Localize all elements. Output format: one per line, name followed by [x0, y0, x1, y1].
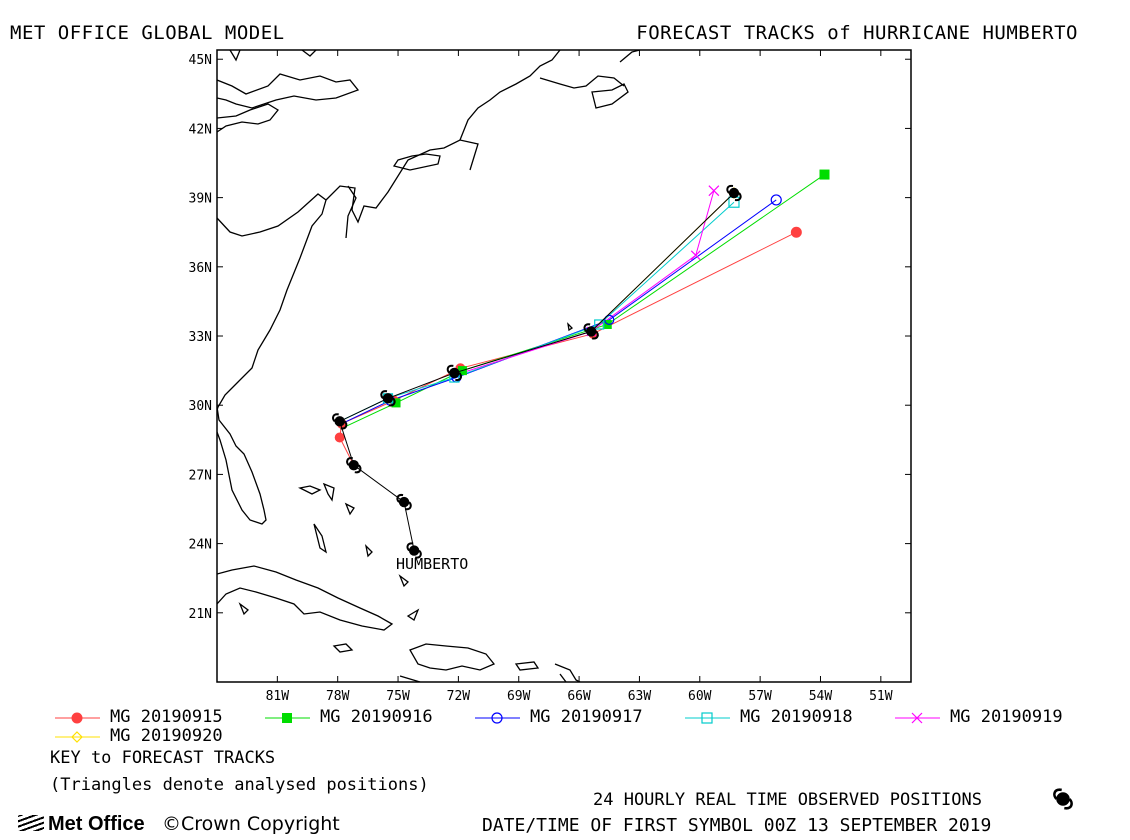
track-line-0 — [339, 231, 797, 466]
lon-tick-label: 66W — [567, 689, 591, 704]
track-line-4 — [454, 190, 715, 376]
lon-tick-label: 72W — [447, 689, 471, 704]
legend-marker-4 — [911, 712, 923, 724]
track-point-2-3 — [604, 314, 615, 325]
forecast-tracks — [334, 169, 830, 466]
map-frame — [216, 49, 912, 683]
legend-row-1 — [0, 708, 1130, 728]
legend-marker-5 — [71, 731, 83, 743]
lon-tick-label: 51W — [869, 689, 893, 704]
observed-position-1 — [396, 493, 412, 511]
lon-tick-label: 81W — [266, 689, 290, 704]
legend-label-5: MG 20190920 — [110, 726, 223, 746]
lon-tick-label: 60W — [688, 689, 712, 704]
lon-tick-label: 54W — [809, 689, 833, 704]
legend-label-0: MG 20190915 — [110, 707, 223, 727]
lat-tick-label: 42N — [189, 122, 212, 137]
lon-tick-label: 75W — [386, 689, 410, 704]
key-note: (Triangles denote analysed positions) — [50, 775, 429, 795]
legend-marker-3 — [701, 712, 713, 724]
logo-text: Met Office — [48, 813, 145, 835]
track-point-4-2 — [690, 250, 701, 261]
track-point-2-4 — [770, 194, 782, 206]
legend-marker-1 — [282, 713, 292, 723]
title-right: FORECAST TRACKS of HURRICANE HUMBERTO — [636, 22, 1078, 44]
lat-tick-label: 30N — [189, 399, 212, 414]
hurricane-symbol-icon — [1053, 788, 1073, 810]
lat-tick-label: 33N — [189, 330, 212, 345]
track-point-0-6 — [790, 226, 802, 238]
legend-marker-2 — [491, 712, 503, 724]
lat-tick-label: 36N — [189, 261, 212, 276]
observed-track-line — [339, 192, 735, 551]
lat-tick-label: 45N — [189, 53, 212, 68]
track-point-0-1 — [334, 432, 345, 443]
track-point-4-3 — [708, 185, 720, 197]
track-line-3 — [339, 201, 735, 422]
legend-label-1: MG 20190916 — [320, 707, 433, 727]
met-office-logo: Met Office — [18, 813, 145, 836]
legend-label-3: MG 20190918 — [740, 707, 853, 727]
lat-tick-label: 21N — [189, 607, 212, 622]
legend-marker-0 — [71, 712, 83, 724]
lon-tick-label: 69W — [507, 689, 531, 704]
legend-label-2: MG 20190917 — [530, 707, 643, 727]
key-title: KEY to FORECAST TRACKS — [50, 748, 276, 768]
legend-row-2 — [0, 727, 1130, 747]
lat-tick-label: 27N — [189, 468, 212, 483]
title-left: MET OFFICE GLOBAL MODEL — [10, 22, 285, 44]
lon-tick-label: 78W — [326, 689, 350, 704]
observed-positions-note: 24 HOURLY REAL TIME OBSERVED POSITIONS — [593, 790, 982, 810]
observed-positions — [332, 184, 742, 559]
lon-tick-label: 57W — [748, 689, 772, 704]
coastline — [217, 50, 641, 682]
legend-label-4: MG 20190919 — [950, 707, 1063, 727]
storm-name-label: HUMBERTO — [396, 555, 468, 573]
track-point-3-3 — [594, 319, 605, 330]
lon-tick-label: 63W — [628, 689, 652, 704]
lat-lon-ticks: 45N 42N 39N 36N 33N 30N 27N 24N 21N 81W 78W 75W 72W 6… — [189, 50, 911, 704]
lat-tick-label: 39N — [189, 192, 212, 207]
first-symbol-note: DATE/TIME OF FIRST SYMBOL 00Z 13 SEPTEMB… — [482, 815, 992, 836]
copyright-text: ©Crown Copyright — [162, 813, 340, 835]
observed-position-2 — [346, 457, 362, 474]
track-line-2 — [341, 199, 777, 425]
lat-tick-label: 24N — [189, 538, 212, 553]
track-point-1-4 — [819, 169, 830, 180]
track-point-1-1 — [391, 398, 401, 408]
met-office-logo-icon — [18, 815, 44, 831]
